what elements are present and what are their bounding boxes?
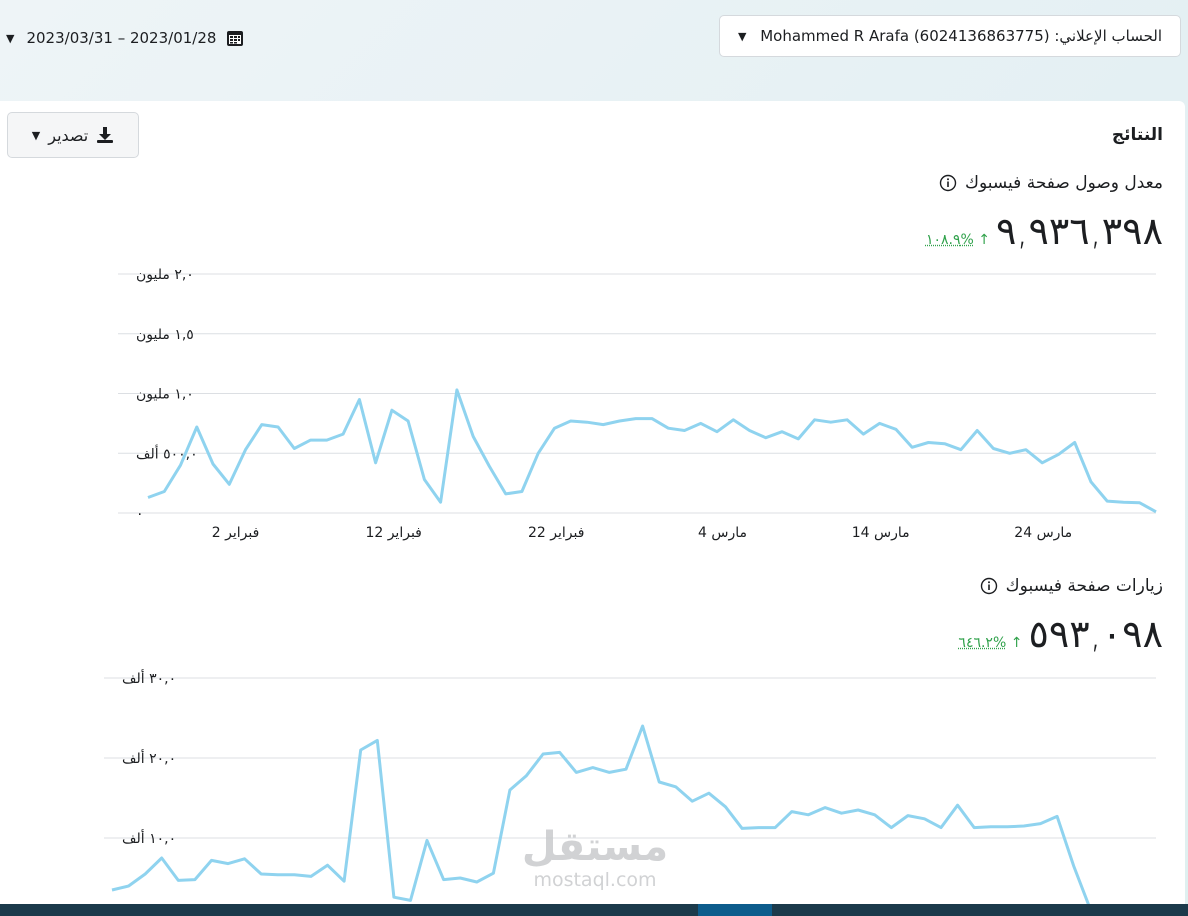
top-bar: الحساب الإعلاني: Mohammed R Arafa (60241… (0, 0, 1188, 100)
metric-visits-delta-value: %٦٤٦.٢ (958, 635, 1007, 651)
export-label: تصدير (48, 125, 89, 145)
watermark-arabic: مستقل (521, 824, 669, 870)
export-button[interactable]: تصدير ▼ (7, 112, 139, 158)
series-line (147, 388, 1157, 514)
visits-chart: ١٠,٠ ألف ٢٠,٠ ألف ٣٠,٠ ألف (104, 669, 1156, 914)
metric-visits-number: ٥٩٣,٠٩٨ (1028, 612, 1163, 656)
arrow-up-icon: ↑ (978, 232, 990, 248)
y-tick-label: ١٠,٠ ألف (122, 829, 176, 847)
metric-title-visits-label: زيارات صفحة فيسبوك (1005, 576, 1163, 596)
y-tick-label: ٣٠,٠ ألف (122, 669, 176, 687)
metric-reach-delta-value: %١٠٨.٩ (925, 232, 974, 248)
arrow-up-icon: ↑ (1010, 635, 1023, 651)
metric-reach-number: ٩,٩٣٦,٣٩٨ (995, 209, 1163, 253)
info-icon[interactable] (980, 577, 998, 595)
ad-account-select[interactable]: الحساب الإعلاني: Mohammed R Arafa (60241… (719, 15, 1181, 57)
bottom-bar (0, 904, 1188, 916)
x-tick-label: 24 مارس (1014, 525, 1072, 541)
calendar-icon (227, 31, 244, 46)
metric-title-reach-label: معدل وصول صفحة فيسبوك (964, 173, 1163, 193)
caret-down-icon: ▼ (738, 29, 747, 43)
y-tick-label: ١,٠ مليون (136, 387, 194, 403)
x-tick-label: 12 فبراير (365, 525, 421, 541)
y-tick-label: ٠ (136, 506, 144, 522)
y-tick-label: ٢٠,٠ ألف (122, 749, 176, 767)
x-tick-label: 22 فبراير (528, 525, 584, 541)
metric-value-reach: ٩,٩٣٦,٣٩٨ ↑ %١٠٨.٩ (926, 209, 1163, 253)
download-icon (97, 127, 114, 143)
caret-down-icon: ▼ (31, 128, 41, 142)
date-range-label: 2023/03/31 – 2023/01/28 (26, 29, 217, 47)
bottom-bar-active-segment (698, 904, 772, 916)
results-panel: تصدير ▼ النتائج معدل وصول صفحة فيسبوك ٩,… (0, 101, 1185, 916)
y-tick-label: ١,٥ مليون (136, 327, 194, 343)
watermark-logo: مستقل mostaql.com (520, 825, 670, 900)
metric-reach-delta: ↑ %١٠٨.٩ (926, 232, 990, 248)
series-line (111, 724, 1141, 914)
info-icon[interactable] (939, 174, 957, 192)
caret-down-icon: ▼ (6, 31, 15, 45)
y-tick-label: ٢,٠ مليون (136, 267, 194, 283)
x-tick-label: 2 فبراير (212, 525, 260, 541)
metric-title-reach: معدل وصول صفحة فيسبوك (939, 173, 1163, 193)
x-tick-label: 4 مارس (698, 525, 747, 541)
watermark-latin: mostaql.com (533, 869, 657, 891)
ad-account-label: الحساب الإعلاني: Mohammed R Arafa (60241… (760, 27, 1162, 45)
x-tick-label: 14 مارس (852, 525, 910, 541)
results-title: النتائج (1111, 125, 1163, 145)
metric-title-visits: زيارات صفحة فيسبوك (980, 576, 1163, 596)
date-range-picker[interactable]: ▼ 2023/03/31 – 2023/01/28 (6, 24, 244, 52)
metric-visits-delta: ↑ %٦٤٦.٢ (958, 635, 1022, 651)
metric-value-visits: ٥٩٣,٠٩٨ ↑ %٦٤٦.٢ (958, 612, 1163, 656)
